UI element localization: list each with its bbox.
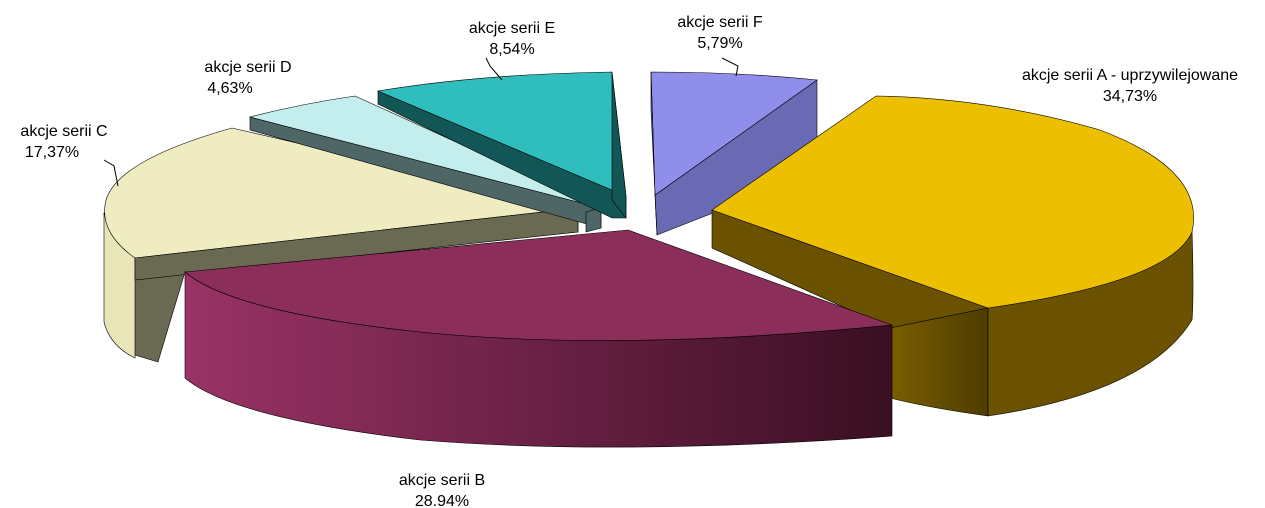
label-d-name: akcje serii D xyxy=(204,59,291,76)
slice-a-top xyxy=(711,95,1194,309)
slice-d xyxy=(248,95,602,233)
leader-line-f xyxy=(721,57,739,77)
slice-d-top xyxy=(248,95,602,209)
slice-e-right-wall xyxy=(611,71,627,219)
slice-c-inner-wall xyxy=(134,207,579,281)
slice-f xyxy=(650,71,818,236)
slice-c xyxy=(103,127,579,363)
label-f-name: akcje serii F xyxy=(677,14,763,31)
label-a-value: 34,73% xyxy=(1103,88,1157,105)
slice-c-top xyxy=(104,127,579,259)
slice-f-top xyxy=(650,71,818,196)
label-c-value: 17,37% xyxy=(25,144,79,161)
leader-line-e xyxy=(485,57,503,81)
leader-line-c xyxy=(103,159,119,187)
label-f-value: 5,79% xyxy=(697,35,742,52)
label-c-name: akcje serii C xyxy=(20,123,107,140)
label-b-value: 28.94% xyxy=(415,493,469,508)
slice-b-top xyxy=(184,229,893,341)
label-e-value: 8,54% xyxy=(489,41,534,58)
label-e-name: akcje serii E xyxy=(469,20,555,37)
slice-d-right-wall xyxy=(585,207,602,233)
slice-labels: akcje serii A - uprzywilejowane 34,73% a… xyxy=(20,14,1238,508)
leader-lines xyxy=(103,57,739,187)
label-a-name: akcje serii A - uprzywilejowane xyxy=(1022,67,1238,84)
label-b-name: akcje serii B xyxy=(399,472,485,489)
slice-a xyxy=(711,95,1194,417)
slice-f-left-wall xyxy=(650,71,658,236)
slice-e-top xyxy=(376,71,627,197)
slice-b xyxy=(184,229,893,448)
slice-e xyxy=(376,71,627,219)
label-d-value: 4,63% xyxy=(207,80,252,97)
